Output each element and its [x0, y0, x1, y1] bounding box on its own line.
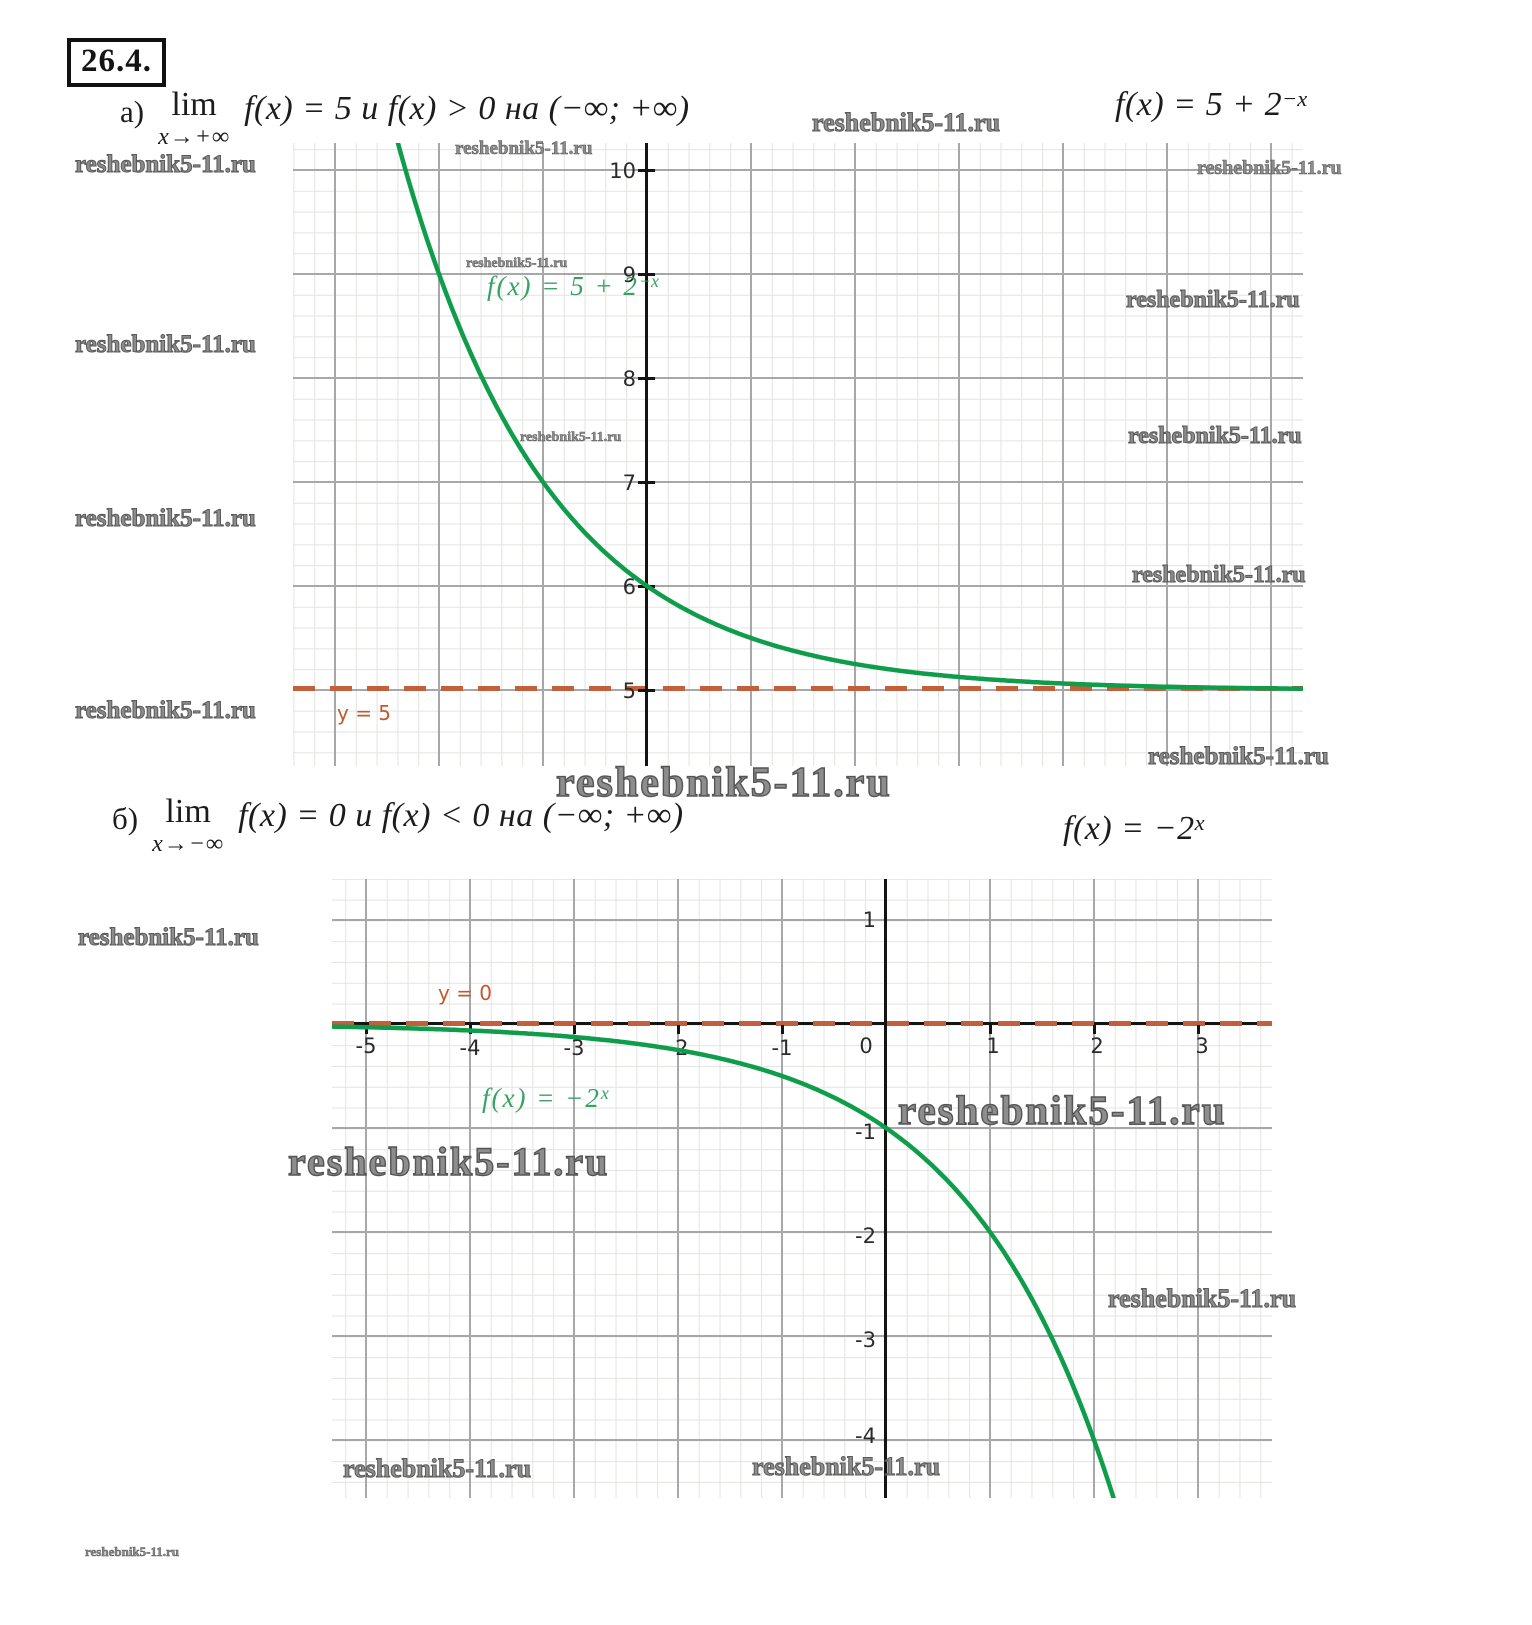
x-tick-label: -5: [355, 1034, 377, 1058]
watermark: reshebnik5-11.ru: [85, 1544, 180, 1559]
tick-mark: [573, 1025, 576, 1034]
watermark: reshebnik5-11.ru: [1197, 157, 1342, 179]
formula-b-base: f(x) = −2: [1063, 810, 1195, 847]
formula-b: f(x) = −2x: [1063, 810, 1205, 848]
y-tick-label: -1: [855, 1120, 876, 1144]
tick-mark: [638, 377, 655, 380]
tick-mark: [1197, 1025, 1200, 1034]
tick-mark: [989, 1025, 992, 1034]
watermark: reshebnik5-11.ru: [1126, 287, 1301, 313]
formula-a-exponent: −x: [1282, 86, 1308, 111]
watermark: reshebnik5-11.ru: [555, 760, 892, 806]
x-tick-label: -3: [563, 1036, 585, 1060]
y-tick-label: 1: [862, 908, 876, 932]
graph-a-equation-base: f(x) = 5 + 2: [487, 271, 639, 301]
problem-b-statement: f(x) = 0 и f(x) < 0 на (−∞; +∞): [238, 797, 684, 834]
watermark: reshebnik5-11.ru: [1148, 743, 1330, 770]
graph-b-grid: [332, 879, 1272, 1498]
graph-b-equation-label: f(x) = −2x: [482, 1083, 609, 1114]
y-tick-label: 6: [622, 575, 636, 599]
graph-a-y-axis: [645, 143, 648, 766]
graph-a-equation-label: f(x) = 5 + 2−x: [487, 271, 659, 302]
watermark: reshebnik5-11.ru: [75, 151, 257, 178]
y-tick-label: 7: [622, 471, 636, 495]
graph-b-y-axis: [884, 879, 887, 1498]
watermark: reshebnik5-11.ru: [78, 924, 260, 951]
lim-subscript: x→−∞: [152, 831, 225, 857]
x-tick-label: -4: [459, 1036, 481, 1060]
asymptote-line-b: [332, 1021, 1272, 1026]
tick-mark: [781, 1025, 784, 1034]
lim-subscript: x→+∞: [158, 124, 231, 150]
x-tick-label: -1: [771, 1036, 793, 1060]
x-tick-label: 1: [986, 1034, 1000, 1058]
tick-mark: [638, 273, 655, 276]
x-tick-label: 3: [1195, 1034, 1209, 1058]
watermark: reshebnik5-11.ru: [897, 1087, 1227, 1133]
watermark: reshebnik5-11.ru: [75, 697, 257, 724]
problem-a-label: а): [120, 94, 145, 129]
watermark: reshebnik5-11.ru: [455, 138, 593, 159]
problem-a-line: а) lim x→+∞ f(x) = 5 и f(x) > 0 на (−∞; …: [120, 86, 690, 150]
problem-b-line: б) lim x→−∞ f(x) = 0 и f(x) < 0 на (−∞; …: [112, 793, 684, 857]
graph-b-equation-base: f(x) = −2: [482, 1083, 601, 1113]
y-tick-label: 10: [609, 159, 636, 183]
formula-a: f(x) = 5 + 2−x: [1115, 86, 1307, 124]
formula-b-exponent: x: [1194, 810, 1205, 835]
asymptote-label-a: y = 5: [337, 701, 392, 725]
watermark: reshebnik5-11.ru: [520, 430, 622, 445]
asymptote-label-b: y = 0: [438, 981, 493, 1005]
x-tick-label: 0: [859, 1034, 873, 1058]
problem-b-label: б): [112, 801, 139, 836]
y-tick-label: 9: [622, 263, 636, 287]
watermark: reshebnik5-11.ru: [1107, 1284, 1297, 1313]
watermark: reshebnik5-11.ru: [75, 331, 257, 358]
watermark: reshebnik5-11.ru: [1132, 562, 1307, 588]
tick-mark: [638, 689, 655, 692]
lim-word: lim: [171, 86, 217, 123]
problem-a-statement: f(x) = 5 и f(x) > 0 на (−∞; +∞): [244, 90, 690, 127]
y-tick-label: -4: [855, 1424, 876, 1448]
watermark: reshebnik5-11.ru: [75, 505, 257, 532]
watermark: reshebnik5-11.ru: [466, 256, 568, 271]
watermark: reshebnik5-11.ru: [342, 1454, 532, 1483]
y-tick-label: 8: [622, 367, 636, 391]
graph-a-grid: [293, 143, 1303, 766]
graph-b-equation-exponent: x: [600, 1083, 609, 1103]
graph-a-equation-exponent: −x: [638, 271, 659, 291]
formula-a-base: f(x) = 5 + 2: [1115, 86, 1283, 123]
lim-word: lim: [165, 793, 211, 830]
watermark: reshebnik5-11.ru: [287, 1139, 610, 1184]
tick-mark: [677, 1025, 680, 1034]
curve-a: [395, 143, 1303, 691]
y-tick-label: 5: [622, 679, 636, 703]
watermark: reshebnik5-11.ru: [751, 1452, 941, 1481]
curve-b: [332, 1024, 1116, 1498]
tick-mark: [638, 481, 655, 484]
tick-mark: [1093, 1025, 1096, 1034]
y-tick-label: -3: [855, 1328, 876, 1352]
y-tick-label: -2: [855, 1224, 876, 1248]
watermark: reshebnik5-11.ru: [1128, 423, 1303, 449]
limit-notation-a: lim x→+∞: [158, 86, 231, 150]
tick-mark: [638, 169, 655, 172]
limit-notation-b: lim x→−∞: [152, 793, 225, 857]
problem-number-box: 26.4.: [67, 38, 166, 87]
x-tick-label: 2: [1090, 1034, 1104, 1058]
watermark: reshebnik5-11.ru: [811, 108, 1001, 137]
asymptote-line-a: [293, 686, 1303, 691]
